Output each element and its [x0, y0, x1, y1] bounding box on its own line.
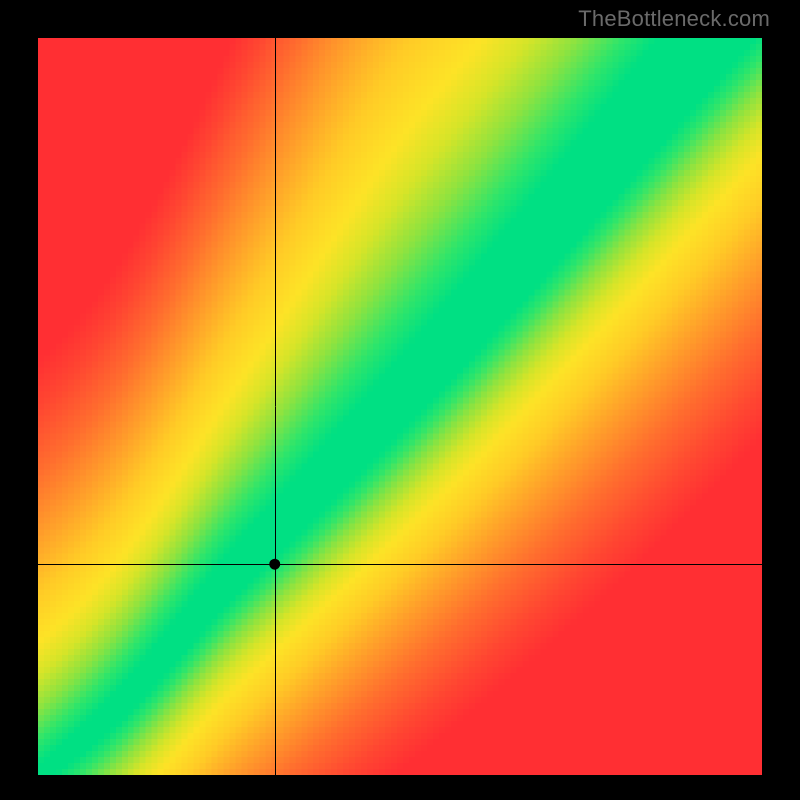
- crosshair-overlay: [38, 38, 762, 775]
- watermark-text: TheBottleneck.com: [578, 6, 770, 32]
- chart-stage: TheBottleneck.com: [0, 0, 800, 800]
